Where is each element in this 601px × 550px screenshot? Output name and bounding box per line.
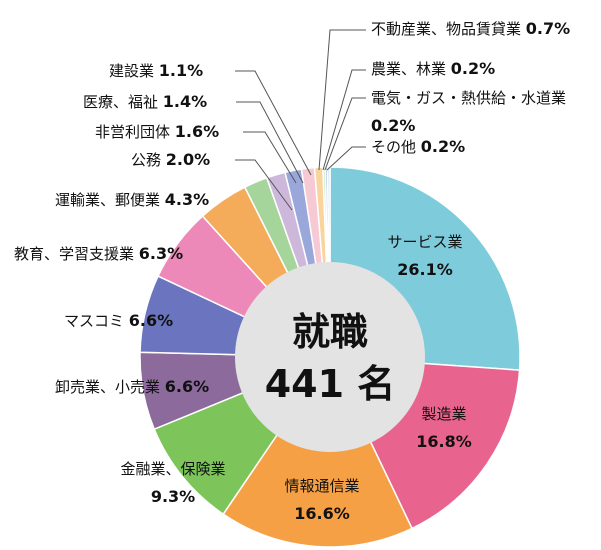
- center-title: 就職: [292, 310, 368, 354]
- slice-value-label: 0.2%: [451, 59, 495, 78]
- slice-value-label: 0.7%: [526, 19, 570, 38]
- leader-line: [235, 70, 312, 176]
- slice-label-category: 運輸業、郵便業: [55, 191, 165, 209]
- leader-line: [322, 69, 366, 171]
- slice-label: 製造業: [421, 405, 466, 423]
- slice-value-label: 26.1%: [397, 260, 453, 279]
- slice-label: サービス業: [387, 233, 462, 251]
- slice-labels: サービス業 26.1% 製造業 16.8% 情報通信業 16.6% 金融業、保険業 9.3% 卸…: [14, 19, 570, 523]
- slice-value-label: 2.0%: [166, 150, 210, 169]
- leader-lines: [235, 29, 366, 211]
- slice-label: 公務 2.0%: [131, 150, 210, 169]
- leader-line: [318, 29, 366, 171]
- slice-value-label: 16.6%: [294, 504, 350, 523]
- slice-label-category: 不動産業、物品賃貸業: [371, 20, 526, 38]
- center-count: 441 名: [265, 362, 396, 406]
- leader-line: [235, 159, 293, 211]
- slice-label: その他 0.2%: [371, 137, 465, 156]
- slice-value-label: 6.6%: [165, 377, 209, 396]
- slice-value-label: 6.6%: [129, 311, 173, 330]
- slice-value-label: 4.3%: [165, 190, 209, 209]
- slice-label: 建設業 1.1%: [109, 61, 203, 80]
- slice-label-category: マスコミ: [64, 312, 129, 330]
- slice-label-category: 卸売業、小売業: [55, 378, 165, 396]
- center-hole: [235, 262, 425, 452]
- slice-value-label: 0.2%: [371, 116, 415, 135]
- slice-label-category: 建設業: [109, 62, 159, 80]
- slice-label-category: 教育、学習支援業: [14, 245, 139, 263]
- slice-label-category: 公務: [131, 151, 166, 169]
- slice-value-label: 9.3%: [151, 487, 195, 506]
- slice-label-category: 非営利団体: [95, 123, 175, 141]
- slice-label: 医療、福祉 1.4%: [83, 92, 207, 111]
- slice-value-label: 1.1%: [159, 61, 203, 80]
- leader-line: [324, 97, 366, 171]
- slice-label-category: 医療、福祉: [83, 93, 163, 111]
- slice-label: 情報通信業: [284, 477, 359, 495]
- slice-value-label: 0.2%: [421, 137, 465, 156]
- slice-label: 運輸業、郵便業 4.3%: [55, 190, 209, 209]
- leader-line: [243, 131, 297, 184]
- slice-label: 農業、林業 0.2%: [371, 59, 495, 78]
- slice-label-category: その他: [371, 138, 421, 156]
- leader-line: [326, 146, 366, 171]
- slice-label: 電気・ガス・熱供給・水道業: [371, 89, 566, 107]
- slice-label: 卸売業、小売業 6.6%: [55, 377, 209, 396]
- leader-line: [236, 101, 304, 184]
- slice-value-label: 1.4%: [163, 92, 207, 111]
- slice-label: 不動産業、物品賃貸業 0.7%: [371, 19, 570, 38]
- slice-label: 教育、学習支援業 6.3%: [14, 244, 183, 263]
- slice-label-category: 農業、林業: [371, 60, 451, 78]
- slice-label: マスコミ 6.6%: [64, 311, 173, 330]
- slice-label: 金融業、保険業: [120, 460, 225, 478]
- pie-slice: [222, 355, 413, 548]
- slice-value-label: 16.8%: [416, 432, 472, 451]
- slice-value-label: 6.3%: [139, 244, 183, 263]
- slice-label: 非営利団体 1.6%: [95, 122, 219, 141]
- slice-value-label: 1.6%: [175, 122, 219, 141]
